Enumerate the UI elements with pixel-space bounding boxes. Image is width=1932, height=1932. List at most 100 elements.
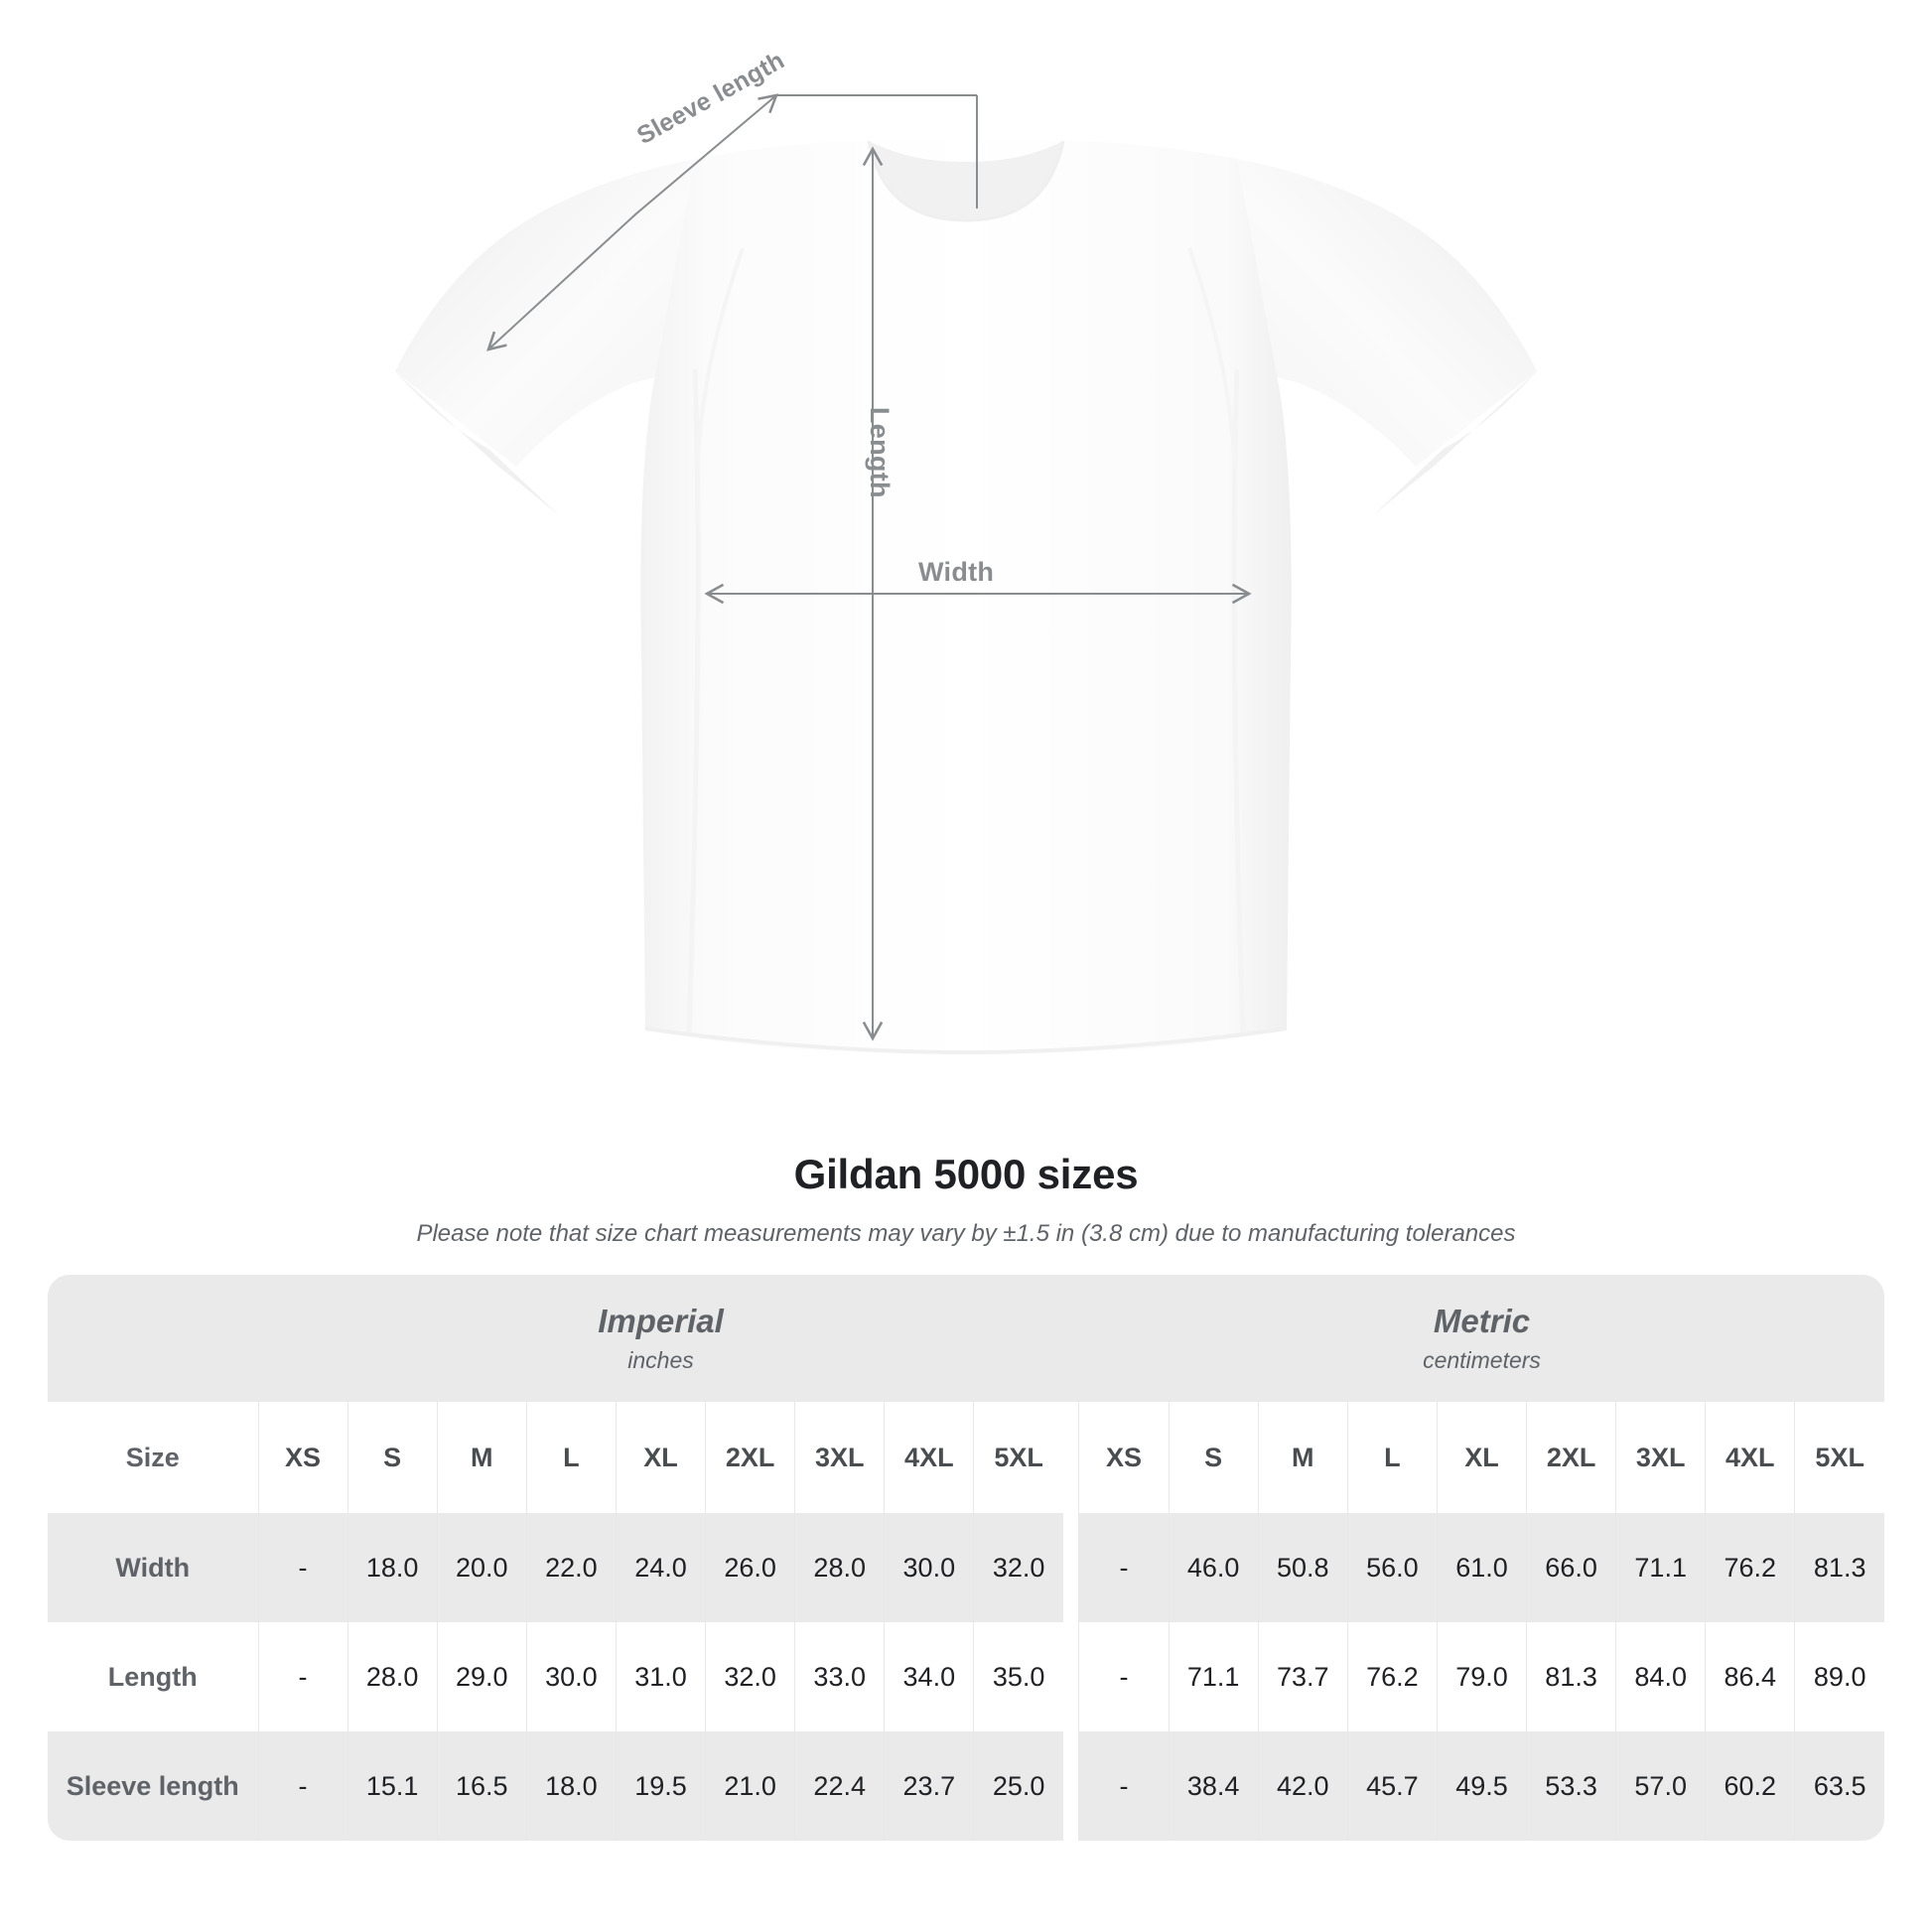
row-group-gap: [1062, 1513, 1079, 1622]
cell-metric-sleeve-length-3XL: 57.0: [1615, 1731, 1706, 1841]
cell-imperial-width-XS: -: [257, 1513, 348, 1622]
unit-group-metric: Metric centimeters: [1078, 1275, 1885, 1402]
cell-metric-sleeve-length-XS: -: [1078, 1731, 1170, 1841]
cell-imperial-length-L: 30.0: [525, 1622, 617, 1731]
size-header-imperial-L: L: [525, 1402, 617, 1513]
size-header-row: Size XS S M L XL 2XL 3XL 4XL 5XL XS S M L XL 2XL 3XL 4XL 5…: [48, 1402, 1885, 1513]
table-row: Width -18.0 20.0 22.0 24.0 26.0 28.0 30.0 32.0-4…: [48, 1513, 1885, 1622]
cell-metric-width-XS: -: [1078, 1513, 1170, 1622]
chart-caption: Gildan 5000 sizes Please note that size …: [0, 1132, 1932, 1249]
tshirt-diagram: [395, 93, 1537, 1055]
size-header-metric-3XL: 3XL: [1615, 1402, 1706, 1513]
cell-metric-width-S: 46.0: [1168, 1513, 1259, 1622]
cell-imperial-sleeve-length-XL: 19.5: [615, 1731, 706, 1841]
row-group-gap: [1062, 1622, 1079, 1731]
cell-metric-length-3XL: 84.0: [1615, 1622, 1706, 1731]
cell-metric-width-M: 50.8: [1257, 1513, 1348, 1622]
size-header-imperial-S: S: [346, 1402, 438, 1513]
sleeve-length-dimension: [486, 93, 978, 351]
cell-imperial-sleeve-length-L: 18.0: [525, 1731, 617, 1841]
tolerance-note: Please note that size chart measurements…: [416, 1220, 1516, 1248]
cell-imperial-width-M: 20.0: [436, 1513, 527, 1622]
cell-metric-sleeve-length-M: 42.0: [1257, 1731, 1348, 1841]
cell-imperial-length-M: 29.0: [436, 1622, 527, 1731]
width-label: Width: [918, 557, 995, 587]
size-header-label: Size: [48, 1402, 258, 1513]
cell-imperial-sleeve-length-XS: -: [257, 1731, 348, 1841]
tshirt-measurement-illustration: Sleeve length Length Width: [395, 46, 1537, 1055]
unit-group-imperial: Imperial inches: [258, 1275, 1063, 1402]
length-label: Length: [865, 407, 895, 498]
cell-imperial-width-2XL: 26.0: [705, 1513, 795, 1622]
size-header-metric-XS: XS: [1078, 1402, 1170, 1513]
cell-metric-length-S: 71.1: [1168, 1622, 1259, 1731]
cell-metric-length-L: 76.2: [1346, 1622, 1438, 1731]
size-header-imperial-5XL: 5XL: [973, 1402, 1063, 1513]
unit-group-subtitle: inches: [627, 1347, 694, 1373]
row-label-width: Width: [48, 1513, 258, 1622]
size-chart-table: Imperial inches Metric centimeters Size XS S M L…: [48, 1275, 1885, 1841]
cell-metric-length-2XL: 81.3: [1526, 1622, 1616, 1731]
cell-imperial-sleeve-length-S: 15.1: [346, 1731, 438, 1841]
cell-metric-sleeve-length-4XL: 60.2: [1705, 1731, 1795, 1841]
unit-header-spacer: [48, 1275, 258, 1402]
cell-imperial-width-4XL: 30.0: [884, 1513, 974, 1622]
size-header-metric-5XL: 5XL: [1794, 1402, 1885, 1513]
table-row: Length -28.0 29.0 30.0 31.0 32.0 33.0 34.0 35.0-…: [48, 1622, 1885, 1731]
cell-imperial-width-3XL: 28.0: [794, 1513, 885, 1622]
size-header-metric-XL: XL: [1436, 1402, 1527, 1513]
size-header-metric-2XL: 2XL: [1526, 1402, 1616, 1513]
size-header-metric-4XL: 4XL: [1705, 1402, 1795, 1513]
cell-metric-sleeve-length-2XL: 53.3: [1526, 1731, 1616, 1841]
cell-imperial-sleeve-length-3XL: 22.4: [794, 1731, 885, 1841]
size-header-imperial-XL: XL: [615, 1402, 706, 1513]
size-header-metric-S: S: [1168, 1402, 1259, 1513]
row-group-gap: [1062, 1731, 1079, 1841]
cell-metric-sleeve-length-XL: 49.5: [1436, 1731, 1527, 1841]
cell-imperial-sleeve-length-5XL: 25.0: [973, 1731, 1063, 1841]
size-header-imperial-3XL: 3XL: [794, 1402, 885, 1513]
unit-group-header-row: Imperial inches Metric centimeters: [48, 1275, 1885, 1402]
unit-header-gap: [1062, 1275, 1079, 1402]
cell-imperial-sleeve-length-2XL: 21.0: [705, 1731, 795, 1841]
unit-group-name: Metric: [1433, 1302, 1531, 1339]
table-row: Sleeve length -15.1 16.5 18.0 19.5 21.0 22.4 23…: [48, 1731, 1885, 1841]
cell-imperial-width-XL: 24.0: [615, 1513, 706, 1622]
size-header-gap: [1062, 1402, 1079, 1513]
cell-imperial-width-L: 22.0: [525, 1513, 617, 1622]
size-header-metric-M: M: [1257, 1402, 1348, 1513]
size-header-imperial-M: M: [436, 1402, 527, 1513]
cell-imperial-length-4XL: 34.0: [884, 1622, 974, 1731]
cell-metric-width-L: 56.0: [1346, 1513, 1438, 1622]
cell-metric-width-2XL: 66.0: [1526, 1513, 1616, 1622]
cell-metric-sleeve-length-S: 38.4: [1168, 1731, 1259, 1841]
cell-metric-width-XL: 61.0: [1436, 1513, 1527, 1622]
cell-metric-width-5XL: 81.3: [1794, 1513, 1885, 1622]
cell-metric-length-5XL: 89.0: [1794, 1622, 1885, 1731]
unit-group-name: Imperial: [598, 1302, 724, 1339]
cell-metric-length-4XL: 86.4: [1705, 1622, 1795, 1731]
cell-metric-length-XS: -: [1078, 1622, 1170, 1731]
cell-imperial-length-3XL: 33.0: [794, 1622, 885, 1731]
cell-imperial-length-2XL: 32.0: [705, 1622, 795, 1731]
cell-imperial-sleeve-length-M: 16.5: [436, 1731, 527, 1841]
cell-metric-length-M: 73.7: [1257, 1622, 1348, 1731]
cell-metric-length-XL: 79.0: [1436, 1622, 1527, 1731]
size-header-imperial-4XL: 4XL: [884, 1402, 974, 1513]
cell-metric-sleeve-length-L: 45.7: [1346, 1731, 1438, 1841]
size-header-imperial-2XL: 2XL: [705, 1402, 795, 1513]
cell-imperial-width-S: 18.0: [346, 1513, 438, 1622]
row-label-length: Length: [48, 1622, 258, 1731]
cell-imperial-length-S: 28.0: [346, 1622, 438, 1731]
size-header-metric-L: L: [1346, 1402, 1438, 1513]
cell-imperial-length-XS: -: [257, 1622, 348, 1731]
row-label-sleeve-length: Sleeve length: [48, 1731, 258, 1841]
cell-metric-sleeve-length-5XL: 63.5: [1794, 1731, 1885, 1841]
size-header-imperial-XS: XS: [257, 1402, 348, 1513]
cell-imperial-sleeve-length-4XL: 23.7: [884, 1731, 974, 1841]
cell-metric-width-4XL: 76.2: [1705, 1513, 1795, 1622]
size-chart-table-wrapper: Imperial inches Metric centimeters Size XS S M L…: [48, 1275, 1885, 1841]
page-title: Gildan 5000 sizes: [793, 1151, 1139, 1197]
unit-group-subtitle: centimeters: [1423, 1347, 1541, 1373]
cell-imperial-length-5XL: 35.0: [973, 1622, 1063, 1731]
